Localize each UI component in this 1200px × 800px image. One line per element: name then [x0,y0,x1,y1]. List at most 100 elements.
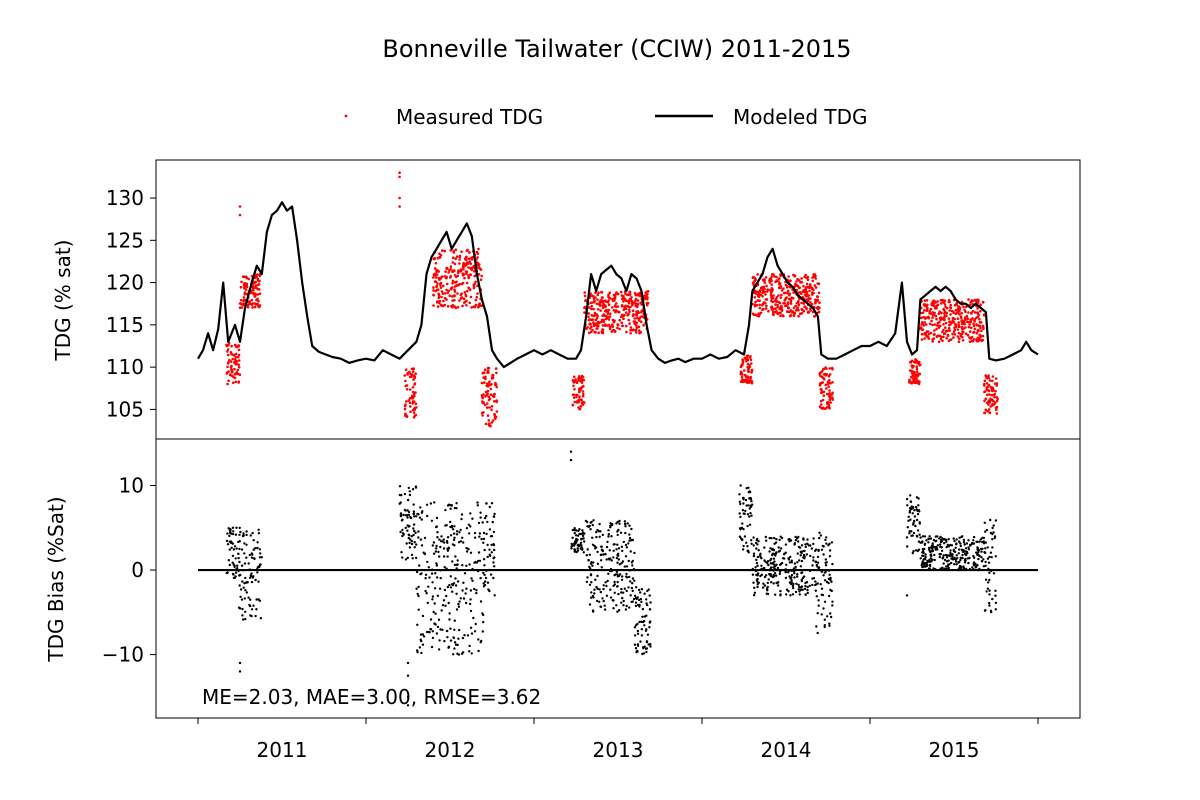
tdg-bias-point [778,570,782,573]
tdg-bias-point [621,575,624,578]
measured-tdg-point [623,297,626,301]
measured-tdg-point [462,273,466,276]
tdg-bias-point [615,556,619,560]
measured-tdg-point [784,304,787,308]
measured-tdg-point [255,298,258,302]
tdg-bias-point [827,581,830,585]
measured-tdg-point [480,274,484,278]
tdg-bias-point [773,536,776,540]
tdg-bias-point [938,553,941,556]
measured-tdg-point [473,270,476,273]
tdg-bias-point [228,534,231,538]
measured-tdg-point [764,298,768,301]
measured-tdg-point [929,312,933,316]
tdg-bias-point [445,594,448,598]
measured-tdg-point [911,374,915,377]
tdg-bias-point [490,543,493,547]
tdg-bias-point [474,622,477,626]
measured-tdg-point [598,303,602,307]
measured-tdg-point [467,276,470,280]
measured-tdg-point [240,280,243,284]
measured-tdg-point [915,365,918,369]
measured-tdg-point [775,279,778,282]
tdg-bias-point [488,553,491,556]
measured-tdg-point [487,382,491,385]
measured-tdg-point [776,312,780,316]
measured-tdg-point [491,376,495,380]
tdg-bias-point [592,561,595,564]
measured-tdg-point [586,326,589,329]
tdg-bias-point [425,592,428,595]
tdg-bias-series [225,450,998,707]
measured-tdg-point [456,305,460,309]
tdg-bias-point [783,552,786,555]
tdg-bias-point [772,557,776,560]
tdg-bias-point [816,555,820,559]
tdg-bias-point [820,593,823,596]
measured-tdg-point [821,407,824,410]
tdg-bias-point [820,587,824,590]
x-axis-ticks: 2011 2012 2013 2014 2015 [197,718,1039,762]
tdg-bias-point [764,574,768,577]
measured-tdg-point [483,381,486,384]
measured-tdg-point [942,332,946,336]
measured-tdg-point [237,363,240,367]
measured-tdg-point [616,323,620,327]
measured-tdg-point [818,372,821,376]
tdg-bias-point [774,593,777,596]
tdg-bias-point [455,502,458,505]
tdg-bias-point [470,577,473,580]
tdg-bias-point [947,563,950,566]
tdg-bias-point [481,630,484,633]
measured-tdg-point [745,359,748,363]
measured-tdg-point [971,309,975,313]
tdg-bias-point [459,597,462,600]
measured-tdg-point [976,311,979,314]
measured-tdg-point [809,307,812,311]
tdg-bias-point [775,563,778,566]
measured-tdg-point [590,294,594,298]
measured-tdg-point [587,315,590,319]
tdg-bias-point [806,591,809,595]
measured-tdg-point [620,305,624,308]
tdg-bias-point [449,627,452,630]
tdg-bias-point [479,641,482,644]
tdg-bias-point [803,557,806,560]
tdg-bias-point [588,583,592,586]
measured-tdg-point [921,328,925,331]
tdg-bias-point [469,512,472,515]
tdg-bias-point [617,609,621,612]
tdg-bias-point [617,592,620,596]
measured-tdg-point [474,298,478,302]
tdg-bias-point [601,533,604,537]
measured-tdg-point [436,305,440,308]
measured-tdg-point [490,405,494,408]
tdg-bias-point [759,574,762,578]
measured-tdg-point [973,327,977,331]
measured-tdg-point [967,311,970,314]
tdg-bias-point [986,557,990,560]
measured-tdg-point [461,304,464,308]
tdg-bias-point [947,545,950,548]
tdg-bias-point [419,573,422,576]
measured-tdg-point [909,361,913,364]
tdg-bias-point [951,553,954,556]
measured-tdg-point [398,196,401,200]
tdg-bias-point [581,529,584,532]
tdg-bias-point [605,558,608,561]
tdg-bias-point [250,572,253,575]
tdg-bias-point [592,519,595,522]
tdg-bias-point [743,535,747,538]
measured-tdg-point [931,338,934,341]
measured-tdg-point [438,256,442,259]
tdg-bias-point [596,574,599,578]
measured-tdg-point [797,301,800,305]
tdg-bias-point [911,512,914,515]
tdg-bias-point [630,527,633,531]
tdg-bias-point [240,548,244,551]
measured-tdg-point [646,301,650,305]
tdg-bias-point [408,525,411,528]
measured-tdg-point [807,299,810,303]
measured-tdg-point [953,328,957,332]
tdg-bias-point [987,567,990,570]
